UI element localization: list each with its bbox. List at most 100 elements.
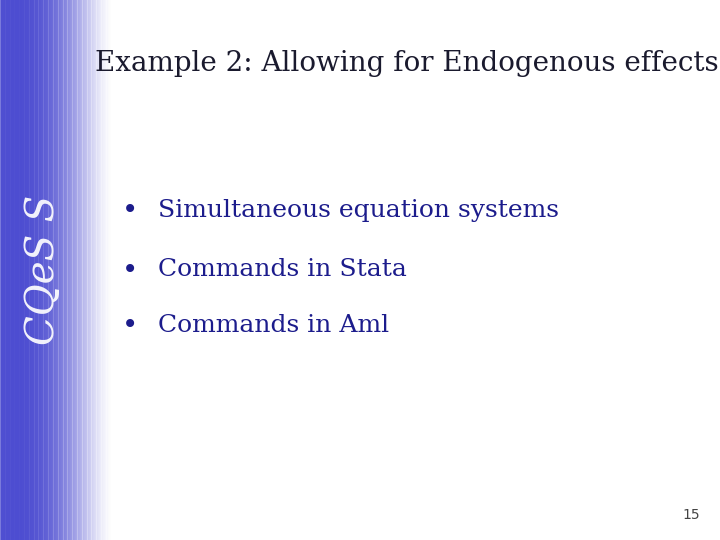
Bar — [17, 0, 19, 540]
Bar — [46, 0, 48, 540]
Bar — [24, 0, 26, 540]
Bar — [33, 0, 35, 540]
Text: Example 2: Allowing for Endogenous effects: Example 2: Allowing for Endogenous effec… — [95, 50, 719, 77]
Bar — [3, 0, 4, 540]
Bar — [6, 0, 8, 540]
Text: Simultaneous equation systems: Simultaneous equation systems — [158, 199, 559, 221]
Bar — [60, 0, 63, 540]
Bar — [70, 0, 71, 540]
Bar — [29, 0, 30, 540]
Bar — [50, 0, 51, 540]
Bar — [30, 0, 31, 540]
Bar — [81, 0, 83, 540]
Bar — [94, 0, 95, 540]
Bar — [9, 0, 10, 540]
Bar — [108, 0, 110, 540]
Bar — [104, 0, 106, 540]
Bar — [37, 0, 38, 540]
Bar — [19, 0, 21, 540]
Bar — [16, 0, 18, 540]
Bar — [89, 0, 91, 540]
Bar — [51, 0, 53, 540]
Bar — [85, 0, 86, 540]
Bar — [41, 0, 43, 540]
Bar — [68, 0, 70, 540]
Bar — [89, 0, 90, 540]
Bar — [47, 0, 48, 540]
Bar — [48, 0, 50, 540]
Bar — [21, 0, 22, 540]
Bar — [6, 0, 8, 540]
Bar — [24, 0, 25, 540]
Bar — [82, 0, 84, 540]
Bar — [7, 0, 9, 540]
Bar — [56, 0, 58, 540]
Bar — [57, 0, 58, 540]
Bar — [5, 0, 6, 540]
Bar — [109, 0, 111, 540]
Text: •: • — [122, 196, 138, 224]
Bar — [92, 0, 94, 540]
Bar — [55, 0, 57, 540]
Bar — [32, 0, 34, 540]
Bar — [63, 0, 65, 540]
Bar — [64, 0, 66, 540]
Bar — [79, 0, 81, 540]
Text: •: • — [122, 256, 138, 284]
Bar — [16, 0, 17, 540]
Bar — [34, 0, 35, 540]
Bar — [83, 0, 84, 540]
Text: Commands in Stata: Commands in Stata — [158, 259, 407, 281]
Text: CQeS S: CQeS S — [24, 195, 61, 345]
Bar — [93, 0, 94, 540]
Bar — [93, 0, 95, 540]
Bar — [72, 0, 73, 540]
Bar — [78, 0, 79, 540]
Bar — [58, 0, 59, 540]
Bar — [6, 0, 7, 540]
Bar — [27, 0, 29, 540]
Bar — [94, 0, 96, 540]
Bar — [66, 0, 68, 540]
Bar — [30, 0, 32, 540]
Bar — [45, 0, 47, 540]
Bar — [14, 0, 16, 540]
Bar — [38, 0, 40, 540]
Bar — [9, 0, 11, 540]
Bar — [18, 0, 19, 540]
Bar — [26, 0, 27, 540]
Bar — [36, 0, 37, 540]
Bar — [10, 0, 12, 540]
Bar — [35, 0, 36, 540]
Bar — [105, 0, 107, 540]
Bar — [100, 0, 102, 540]
Bar — [51, 0, 53, 540]
Bar — [59, 0, 60, 540]
Bar — [71, 0, 73, 540]
Bar — [13, 0, 14, 540]
Bar — [21, 0, 23, 540]
Bar — [91, 0, 92, 540]
Bar — [31, 0, 33, 540]
Bar — [43, 0, 45, 540]
Bar — [45, 0, 46, 540]
Bar — [77, 0, 78, 540]
Bar — [74, 0, 76, 540]
Bar — [88, 0, 89, 540]
Bar — [71, 0, 72, 540]
Bar — [97, 0, 99, 540]
Bar — [101, 0, 102, 540]
Bar — [25, 0, 27, 540]
Bar — [84, 0, 85, 540]
Bar — [78, 0, 80, 540]
Bar — [40, 0, 42, 540]
Bar — [12, 0, 13, 540]
Bar — [102, 0, 104, 540]
Bar — [53, 0, 55, 540]
Bar — [66, 0, 68, 540]
Bar — [67, 0, 68, 540]
Bar — [42, 0, 43, 540]
Bar — [95, 0, 96, 540]
Bar — [101, 0, 102, 540]
Bar — [99, 0, 100, 540]
